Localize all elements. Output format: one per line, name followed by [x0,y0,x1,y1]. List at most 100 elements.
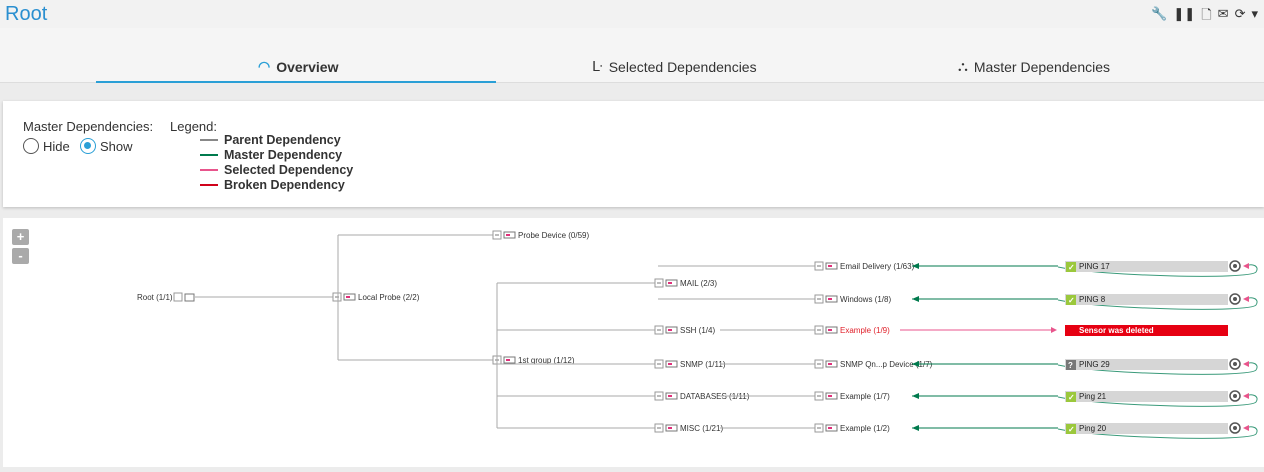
refresh-icon[interactable]: ⟳ [1234,6,1246,21]
status-mark [828,395,832,397]
master-dependency-curve [1057,264,1258,277]
status-mark [668,363,672,365]
status-mark [668,427,672,429]
master-dependencies-label: Master Dependencies: [23,119,154,134]
status-mark [828,265,832,267]
legend-selected: Selected Dependency [200,163,353,177]
zoom-in-button[interactable]: + [12,229,29,245]
arrow-head [1243,393,1249,399]
status-mark [828,298,832,300]
node-label[interactable]: SNMP Qn...p Device (1/7) [840,360,933,369]
root-label[interactable]: Root (1/1) [137,293,173,302]
show-label: Show [100,138,133,154]
check-status-icon [1066,295,1076,305]
status-glyph: ✓ [1068,263,1075,272]
tab-master-dependencies[interactable]: ⛬ Master Dependencies [958,58,1110,75]
status-mark [506,234,510,236]
sensor-label[interactable]: PING 8 [1079,295,1106,304]
tab-selected-dependencies[interactable]: ᒷ Selected Dependencies [592,58,757,75]
target-icon-center [1233,426,1237,430]
caret-down-icon[interactable]: ▾ [1251,6,1258,21]
sensor-label[interactable]: PING 29 [1079,360,1110,369]
tab-label: Selected Dependencies [608,58,757,75]
options-panel [3,101,1264,207]
mail-icon[interactable]: ✉ [1217,6,1229,21]
node-label[interactable]: 1st group (1/12) [518,356,575,365]
sensor-bar[interactable] [1065,391,1228,402]
node-label[interactable]: Probe Device (0/59) [518,231,589,240]
node-label[interactable]: Example (1/7) [840,392,890,401]
check-status-icon [1066,424,1076,434]
node-label[interactable]: MAIL (2/3) [680,279,717,288]
collapse-toggle[interactable] [173,292,183,302]
arrow-head [912,361,919,367]
gauge-icon: ◠ [258,58,271,74]
sensor-label[interactable]: Ping 21 [1079,392,1107,401]
hide-radio[interactable]: Hide [23,138,70,154]
active-tab-indicator [96,81,496,83]
target-icon-center [1233,264,1237,268]
target-icon-center [1233,394,1237,398]
tab-label: Master Dependencies [973,58,1110,75]
node-label[interactable]: SNMP (1/11) [680,360,726,369]
status-glyph: ✓ [1068,393,1075,402]
arrow-head [1243,361,1249,367]
add-document-icon[interactable]: 🗋 [1201,7,1212,22]
arrow-head [1243,296,1249,302]
dependency-graph[interactable]: Root (1/1) Local Probe (2/2) Probe Device … [3,218,1264,467]
tab-overview[interactable]: ◠ Overview [258,58,338,75]
node-label[interactable]: Email Delivery (1/63) [840,262,915,271]
check-status-icon [1066,392,1076,402]
sensor-bar[interactable] [1065,294,1228,305]
check-status-icon [1066,262,1076,272]
legend-broken: Broken Dependency [200,178,345,192]
status-mark [828,329,832,331]
graph-svg: Root (1/1) Local Probe (2/2) Probe Device … [137,230,1258,439]
arrow-head [912,296,919,302]
status-glyph: ✓ [1068,425,1075,434]
group-icon [184,293,195,302]
node-label[interactable]: DATABASES (1/11) [680,392,750,401]
legend-parent: Parent Dependency [200,133,341,147]
zoom-out-button[interactable]: - [12,248,29,264]
legend-master: Master Dependency [200,148,342,162]
pause-icon[interactable]: ❚❚ [1173,6,1196,21]
status-mark [668,282,672,284]
master-dependency-curve [1057,362,1258,375]
status-glyph: ✓ [1068,296,1075,305]
sensor-bar[interactable] [1065,261,1228,272]
header: Root 🔧 ❚❚ 🗋 ✉ ⟳ ▾ [0,0,1264,28]
status-mark [668,395,672,397]
node-label[interactable]: Example (1/9) [840,326,890,335]
master-dependency-curve [1057,426,1258,439]
node-label[interactable]: Local Probe (2/2) [358,293,420,302]
master-dependency-curve [1057,297,1258,310]
status-mark [828,427,832,429]
target-icon-center [1233,297,1237,301]
tab-bar: ◠ Overview ᒷ Selected Dependencies ⛬ Master… [0,28,1264,83]
sensor-deleted-bar [1065,325,1228,336]
status-mark [346,296,350,298]
sensor-label[interactable]: Ping 20 [1079,424,1107,433]
node-label[interactable]: SSH (1/4) [680,326,715,335]
status-mark [506,359,510,361]
wrench-icon[interactable]: 🔧 [1151,6,1168,21]
show-radio[interactable]: Show [80,138,133,154]
tab-label: Overview [276,58,339,75]
status-mark [668,329,672,331]
status-glyph: ? [1068,361,1073,370]
unknown-status-icon [1066,360,1076,370]
arrow-head [1243,425,1249,431]
sensor-label[interactable]: PING 17 [1079,262,1110,271]
legend-label: Legend: [170,119,217,134]
sensor-bar[interactable] [1065,359,1228,370]
arrow-head [1051,327,1057,333]
node-label[interactable]: Windows (1/8) [840,295,891,304]
node-label[interactable]: Example (1/2) [840,424,890,433]
node-label[interactable]: MISC (1/21) [680,424,723,433]
target-icon-center [1233,362,1237,366]
dependency-icon: ᒷ [592,58,603,74]
sensor-bar[interactable] [1065,423,1228,434]
master-dependency-curve [1057,394,1258,407]
page-title: Root [5,3,48,25]
